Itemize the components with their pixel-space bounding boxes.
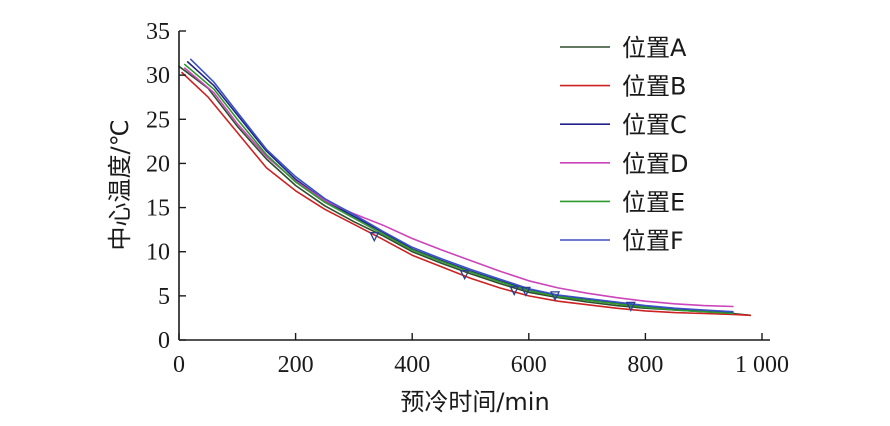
y-tick-label: 10 <box>146 240 170 266</box>
x-tick-label: 1 000 <box>735 352 789 378</box>
series-line-3 <box>184 67 734 308</box>
series-line-2 <box>186 61 734 314</box>
y-tick-label: 15 <box>146 196 170 222</box>
x-tick-label: 200 <box>278 352 314 378</box>
y-tick-label: 0 <box>158 328 170 354</box>
data-marker <box>509 285 520 297</box>
legend-label: 位置C <box>622 111 687 139</box>
legend-label: 位置A <box>622 34 687 62</box>
legend-label: 位置B <box>622 73 686 101</box>
axis-ticks: 0 5 10 15 20 25 30 35 0 200 400 600 800 1 000 <box>146 19 789 378</box>
x-tick-label: 0 <box>173 352 185 378</box>
series-line-1 <box>181 71 752 317</box>
x-tick-label: 400 <box>394 352 430 378</box>
legend: 位置A 位置B 位置C 位置D 位置E 位置F <box>560 34 688 255</box>
data-marker <box>520 286 531 297</box>
data-marker <box>549 291 561 302</box>
y-axis-title: 中心温度/℃ <box>106 119 134 250</box>
x-tick-label: 800 <box>627 352 663 378</box>
legend-label: 位置E <box>622 188 685 216</box>
legend-label: 位置D <box>622 150 688 178</box>
x-axis-title: 预冷时间/min <box>400 388 549 416</box>
y-tick-label: 30 <box>146 63 170 89</box>
x-tick-label: 600 <box>511 352 547 378</box>
data-marker <box>625 301 636 312</box>
series-line-5 <box>189 58 734 313</box>
y-tick-label: 20 <box>146 151 170 177</box>
data-marker <box>459 270 470 281</box>
data-marker <box>369 232 380 243</box>
y-tick-label: 5 <box>158 284 170 310</box>
series-line-4 <box>184 63 734 315</box>
legend-label: 位置F <box>622 227 684 255</box>
y-tick-label: 35 <box>146 19 170 45</box>
y-tick-label: 25 <box>146 107 170 133</box>
plot-area <box>178 58 752 317</box>
